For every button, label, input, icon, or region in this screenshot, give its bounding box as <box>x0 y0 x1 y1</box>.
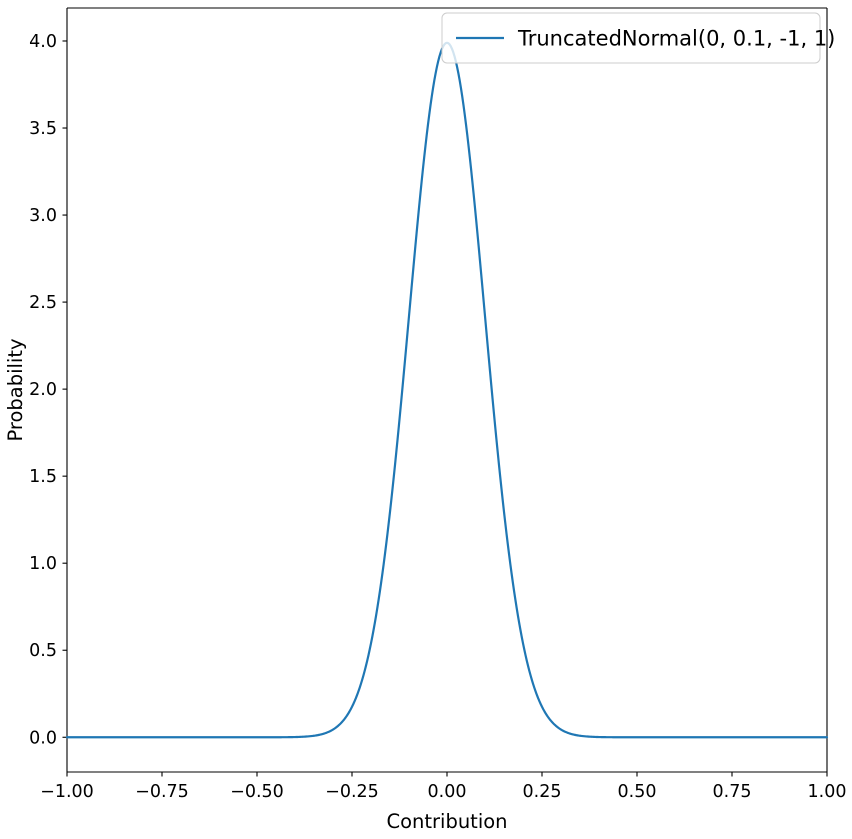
x-tick-label: 0.00 <box>428 782 467 802</box>
x-tick-label: −0.25 <box>325 782 379 802</box>
plot-area: −1.00 −0.75 −0.50 −0.25 0.00 0.25 0.50 0.75 1.00… <box>4 7 847 833</box>
legend-background <box>441 12 821 64</box>
data-line-TruncatedNormal(0, 0.1, -1, 1) <box>65 41 829 739</box>
y-tick-label: 2.5 <box>29 293 57 313</box>
y-tick-label: 0.0 <box>29 728 57 748</box>
x-tick-label: −1.00 <box>40 782 94 802</box>
legend: TruncatedNormal(0, 0.1, -1, 1) <box>441 12 835 64</box>
x-tick-label: 0.25 <box>523 782 562 802</box>
y-tick-label: 3.5 <box>29 119 57 139</box>
y-tick-label: 0.5 <box>29 641 57 661</box>
x-tick-label: 0.75 <box>713 782 752 802</box>
x-tick-label: −0.75 <box>135 782 189 802</box>
y-tick-label: 1.0 <box>29 554 57 574</box>
x-axis-label: Contribution <box>386 810 507 833</box>
y-tick-label: 3.0 <box>29 206 57 226</box>
x-tick-label: 0.50 <box>618 782 657 802</box>
legend-label: TruncatedNormal(0, 0.1, -1, 1) <box>517 27 835 51</box>
x-tick-label: 1.00 <box>808 782 847 802</box>
y-tick-label: 1.5 <box>29 467 57 487</box>
x-tick-label: −0.50 <box>230 782 284 802</box>
y-axis-label: Probability <box>4 338 27 441</box>
y-tick-label: 4.0 <box>29 32 57 52</box>
y-tick-label: 2.0 <box>29 380 57 400</box>
